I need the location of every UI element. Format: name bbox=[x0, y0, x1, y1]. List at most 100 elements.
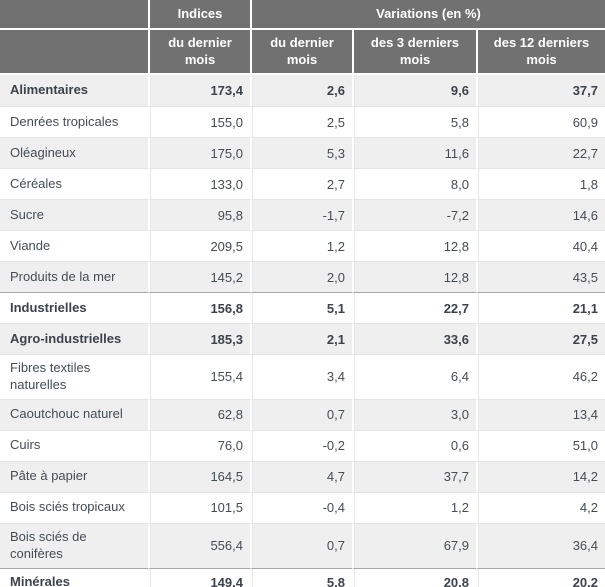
var-12m-cell: 21,1 bbox=[476, 292, 605, 323]
table-row: Bois sciés de conifères 556,4 0,7 67,9 3… bbox=[0, 522, 605, 568]
var-12m-cell: 46,2 bbox=[476, 354, 605, 399]
var-3m-cell: 12,8 bbox=[352, 230, 476, 261]
table-row: Denrées tropicales 155,0 2,5 5,8 60,9 bbox=[0, 106, 605, 137]
index-cell: 101,5 bbox=[148, 491, 250, 523]
var-12m-cell: 22,7 bbox=[476, 137, 605, 168]
col-header-var-12-months: des 12 derniers mois bbox=[476, 30, 605, 75]
var-1m-cell: 4,7 bbox=[250, 460, 352, 492]
corner-cell bbox=[0, 0, 148, 30]
var-3m-cell: 12,8 bbox=[352, 261, 476, 292]
var-1m-cell: -1,7 bbox=[250, 199, 352, 230]
var-12m-cell: 4,2 bbox=[476, 491, 605, 523]
indices-group-header: Indices bbox=[148, 0, 250, 30]
header-group-row: Indices Variations (en %) bbox=[0, 0, 605, 30]
table-row: Fibres textiles naturelles 155,4 3,4 6,4… bbox=[0, 354, 605, 399]
row-label: Cuirs bbox=[0, 429, 148, 461]
table-row: Agro-industrielles 185,3 2,1 33,6 27,5 bbox=[0, 323, 605, 354]
row-label: Céréales bbox=[0, 168, 148, 199]
var-12m-cell: 27,5 bbox=[476, 323, 605, 354]
table-header: Indices Variations (en %) du dernier moi… bbox=[0, 0, 605, 75]
index-cell: 155,4 bbox=[148, 354, 250, 399]
row-label: Bois sciés tropicaux bbox=[0, 491, 148, 523]
var-12m-cell: 1,8 bbox=[476, 168, 605, 199]
var-12m-cell: 13,4 bbox=[476, 398, 605, 430]
variations-group-header: Variations (en %) bbox=[250, 0, 605, 30]
row-label: Pâte à papier bbox=[0, 460, 148, 492]
table-row: Viande 209,5 1,2 12,8 40,4 bbox=[0, 230, 605, 261]
var-12m-cell: 40,4 bbox=[476, 230, 605, 261]
index-cell: 164,5 bbox=[148, 460, 250, 492]
table-body: Alimentaires 173,4 2,6 9,6 37,7 Denrées … bbox=[0, 75, 605, 587]
table-row: Minérales 149,4 5,8 20,8 20,2 bbox=[0, 567, 605, 587]
row-label: Minérales bbox=[0, 567, 148, 587]
table-row: Pâte à papier 164,5 4,7 37,7 14,2 bbox=[0, 460, 605, 492]
var-3m-cell: 0,6 bbox=[352, 429, 476, 461]
var-3m-cell: 33,6 bbox=[352, 323, 476, 354]
index-cell: 556,4 bbox=[148, 522, 250, 568]
row-label: Alimentaires bbox=[0, 75, 148, 106]
var-3m-cell: 8,0 bbox=[352, 168, 476, 199]
index-cell: 76,0 bbox=[148, 429, 250, 461]
table-row: Alimentaires 173,4 2,6 9,6 37,7 bbox=[0, 75, 605, 106]
var-1m-cell: 5,8 bbox=[250, 567, 352, 587]
row-label: Sucre bbox=[0, 199, 148, 230]
var-1m-cell: 3,4 bbox=[250, 354, 352, 399]
var-1m-cell: 5,1 bbox=[250, 292, 352, 323]
col-header-var-3-months: des 3 derniers mois bbox=[352, 30, 476, 75]
var-1m-cell: 2,5 bbox=[250, 106, 352, 137]
row-label: Agro-industrielles bbox=[0, 323, 148, 354]
header-sub-row: du dernier mois du dernier mois des 3 de… bbox=[0, 30, 605, 75]
var-1m-cell: 1,2 bbox=[250, 230, 352, 261]
table-row: Sucre 95,8 -1,7 -7,2 14,6 bbox=[0, 199, 605, 230]
index-cell: 149,4 bbox=[148, 567, 250, 587]
row-label: Viande bbox=[0, 230, 148, 261]
row-label: Caoutchouc naturel bbox=[0, 398, 148, 430]
index-cell: 156,8 bbox=[148, 292, 250, 323]
row-label: Bois sciés de conifères bbox=[0, 522, 148, 568]
var-12m-cell: 37,7 bbox=[476, 75, 605, 106]
row-label: Industrielles bbox=[0, 292, 148, 323]
table-row: Céréales 133,0 2,7 8,0 1,8 bbox=[0, 168, 605, 199]
var-3m-cell: -7,2 bbox=[352, 199, 476, 230]
table-row: Caoutchouc naturel 62,8 0,7 3,0 13,4 bbox=[0, 398, 605, 430]
var-3m-cell: 3,0 bbox=[352, 398, 476, 430]
var-12m-cell: 43,5 bbox=[476, 261, 605, 292]
var-3m-cell: 20,8 bbox=[352, 567, 476, 587]
row-label: Oléagineux bbox=[0, 137, 148, 168]
index-cell: 62,8 bbox=[148, 398, 250, 430]
var-1m-cell: 2,6 bbox=[250, 75, 352, 106]
index-cell: 155,0 bbox=[148, 106, 250, 137]
row-label: Denrées tropicales bbox=[0, 106, 148, 137]
var-1m-cell: 2,1 bbox=[250, 323, 352, 354]
var-1m-cell: 2,7 bbox=[250, 168, 352, 199]
var-1m-cell: 0,7 bbox=[250, 398, 352, 430]
var-12m-cell: 14,2 bbox=[476, 460, 605, 492]
table-row: Produits de la mer 145,2 2,0 12,8 43,5 bbox=[0, 261, 605, 292]
var-12m-cell: 36,4 bbox=[476, 522, 605, 568]
col-header-var-last-month: du dernier mois bbox=[250, 30, 352, 75]
var-1m-cell: 0,7 bbox=[250, 522, 352, 568]
var-3m-cell: 6,4 bbox=[352, 354, 476, 399]
var-1m-cell: -0,4 bbox=[250, 491, 352, 523]
index-cell: 209,5 bbox=[148, 230, 250, 261]
table-row: Cuirs 76,0 -0,2 0,6 51,0 bbox=[0, 429, 605, 461]
var-1m-cell: -0,2 bbox=[250, 429, 352, 461]
var-12m-cell: 51,0 bbox=[476, 429, 605, 461]
var-3m-cell: 5,8 bbox=[352, 106, 476, 137]
index-cell: 175,0 bbox=[148, 137, 250, 168]
col-header-index-last-month: du dernier mois bbox=[148, 30, 250, 75]
row-label: Fibres textiles naturelles bbox=[0, 354, 148, 399]
index-cell: 173,4 bbox=[148, 75, 250, 106]
var-12m-cell: 60,9 bbox=[476, 106, 605, 137]
index-cell: 185,3 bbox=[148, 323, 250, 354]
index-cell: 95,8 bbox=[148, 199, 250, 230]
var-3m-cell: 67,9 bbox=[352, 522, 476, 568]
index-cell: 133,0 bbox=[148, 168, 250, 199]
var-12m-cell: 20,2 bbox=[476, 567, 605, 587]
var-3m-cell: 9,6 bbox=[352, 75, 476, 106]
var-1m-cell: 2,0 bbox=[250, 261, 352, 292]
row-label: Produits de la mer bbox=[0, 261, 148, 292]
var-1m-cell: 5,3 bbox=[250, 137, 352, 168]
table-row: Oléagineux 175,0 5,3 11,6 22,7 bbox=[0, 137, 605, 168]
